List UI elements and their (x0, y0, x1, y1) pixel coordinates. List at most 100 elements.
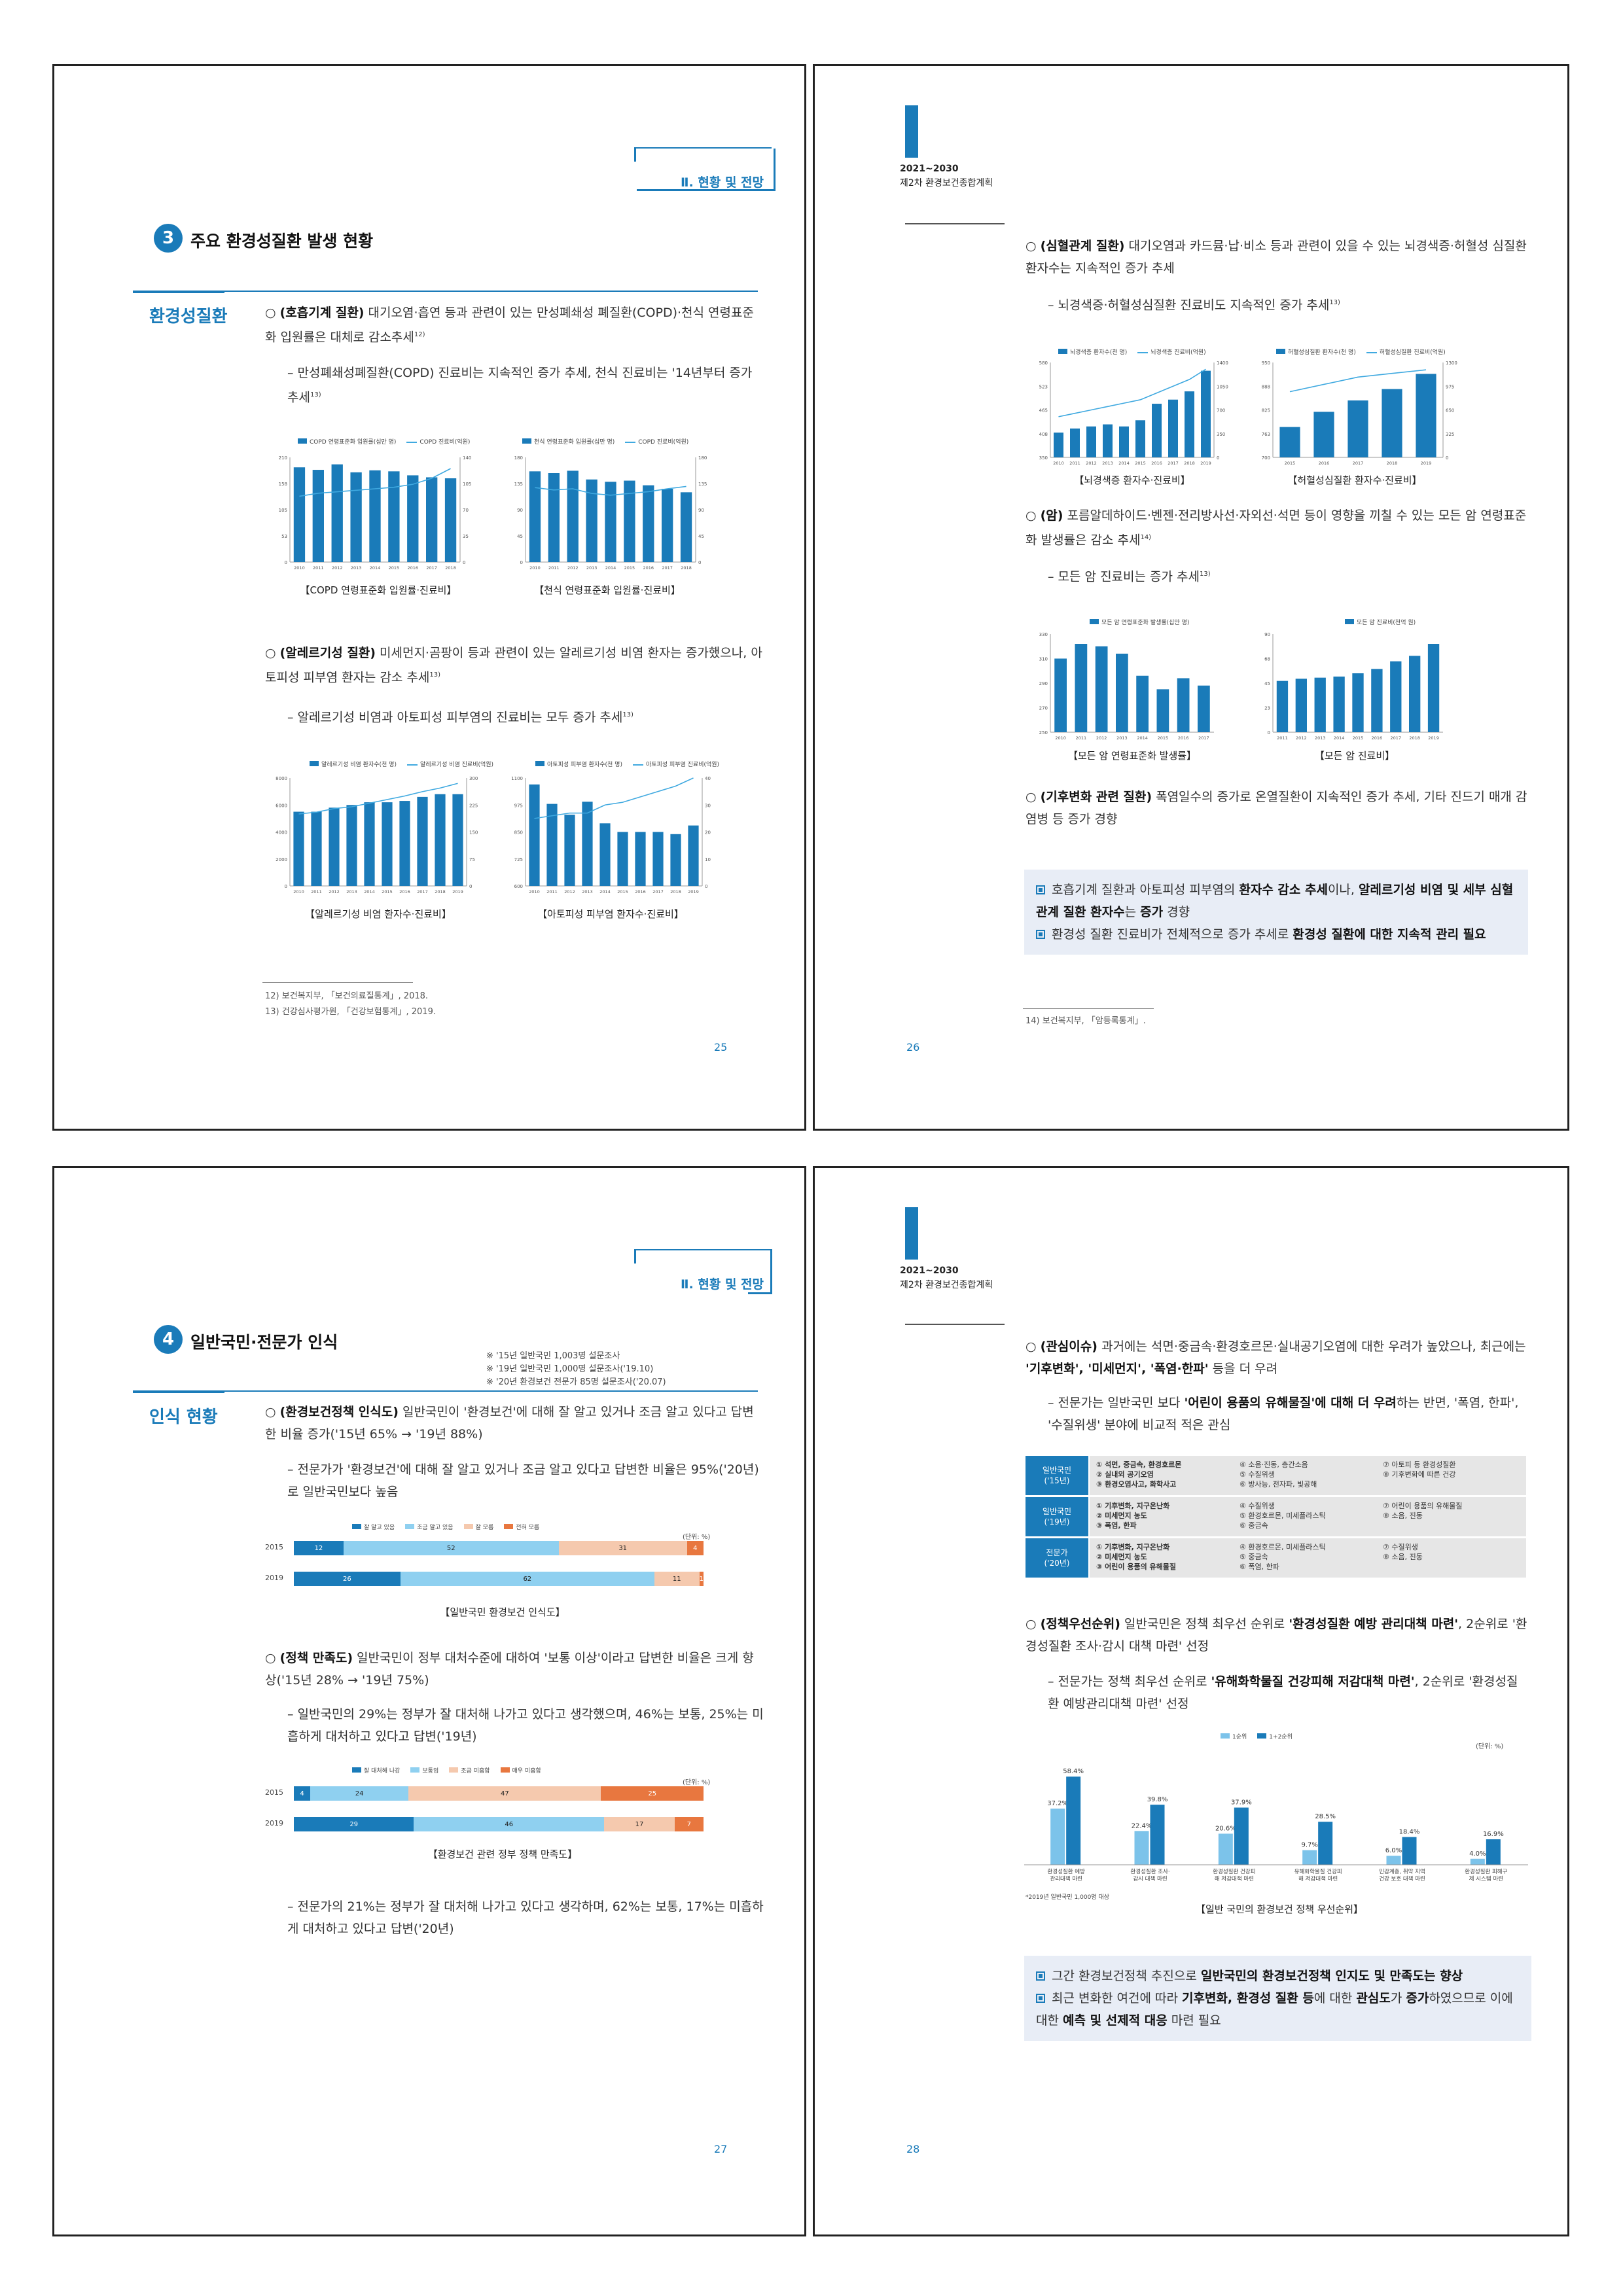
x-tick-label: 2015 (1285, 461, 1296, 466)
satisfaction-year-2015: 2015 (265, 1788, 283, 1797)
bar (388, 471, 400, 562)
bar (331, 464, 343, 562)
y-tick-label: 763 (1262, 432, 1270, 437)
bar (1390, 661, 1402, 732)
x-tick-label: 2019 (1200, 461, 1211, 466)
y-tick-label: 600 (514, 884, 523, 889)
legend-item: 보통임 (410, 1766, 438, 1775)
bar (662, 489, 673, 562)
footnote-13: 13) 건강심사평가원, 「건강보험통계」, 2019. (265, 1007, 436, 1017)
bar-combined (1318, 1822, 1333, 1865)
x-tick-label: 2014 (1334, 735, 1345, 741)
bar (1116, 654, 1128, 732)
section-header: Ⅱ. 현황 및 전망 (681, 175, 764, 190)
paragraph-satisfaction: ○ (정책 만족도) 일반국민이 정부 대처수준에 대하여 '보통 이상'이라고… (265, 1651, 754, 1687)
y2-tick-label: 45 (698, 534, 704, 539)
x-tick-label: 2017 (662, 565, 673, 571)
x-tick-label: 환경성질환 예방 (1047, 1868, 1085, 1875)
y2-tick-label: 30 (705, 803, 711, 808)
x-tick-label: 2015 (624, 565, 635, 571)
x-tick-label: 2011 (548, 565, 560, 571)
y-tick-label: 135 (514, 482, 523, 487)
x-tick-label: 2014 (1118, 461, 1130, 466)
heading-rule (133, 1390, 758, 1392)
bar (1382, 389, 1402, 457)
paragraph-awareness: ○ (환경보건정책 인식도) 일반국민이 '환경보건'에 대해 잘 알고 있거나… (265, 1405, 754, 1441)
issue-row-expert-20: 전문가 ('20년) ① 기후변화, 지구온난화 ② 미세먼지 농도 ③ 어린이… (1026, 1538, 1526, 1578)
x-tick-label: 2016 (1151, 461, 1162, 466)
page-number: 25 (714, 1041, 728, 1053)
bar (1095, 646, 1108, 732)
bar (548, 473, 560, 562)
priority-legend: 1순위 1+2순위 (1221, 1732, 1293, 1740)
issue-row-body: ① 석면, 중금속, 환경호르몬 ② 실내외 공기오염 ③ 환경오염사고, 화학… (1090, 1456, 1526, 1495)
x-tick-label: 2017 (1353, 461, 1364, 466)
data-label: 6.0% (1385, 1847, 1402, 1854)
issue-row-label: 일반국민 ('19년) (1026, 1497, 1088, 1536)
chart3-caption: 【알레르기성 비염 환자수·진료비】 (305, 908, 452, 920)
x-tick-label: 2015 (1158, 735, 1169, 741)
stack-segment: 1 (700, 1572, 704, 1586)
y2-tick-label: 0 (1217, 455, 1219, 461)
y2-tick-label: 325 (1446, 432, 1454, 437)
bar (617, 832, 628, 886)
stack-segment: 26 (294, 1572, 401, 1586)
legend-item: 조금 미흡함 (449, 1766, 490, 1775)
x-tick-label: 2017 (1168, 461, 1179, 466)
x-tick-label: 환경성질환 피해구 (1465, 1868, 1507, 1875)
bar (1201, 370, 1211, 457)
data-label: 20.6% (1215, 1825, 1236, 1832)
chart-rhinitis: 0 2000 4000 6000 8000 2010 2011 2012 2013 2014 201… (276, 776, 478, 894)
paragraph-priority: ○ (정책우선순위) 일반국민은 정책 최우선 순위로 '환경성질환 예방 관리… (1026, 1617, 1527, 1653)
y-tick-label: 888 (1262, 384, 1270, 389)
y2-tick-label: 225 (469, 803, 478, 808)
bar (582, 802, 593, 886)
bar (680, 492, 692, 562)
bar-first (1302, 1850, 1317, 1865)
x-tick-label: 2018 (1184, 461, 1195, 466)
y-tick-label: 1100 (511, 776, 523, 781)
bar (529, 471, 541, 562)
bar (435, 794, 446, 886)
y-tick-label: 210 (279, 455, 287, 461)
data-label: 18.4% (1399, 1829, 1420, 1836)
x-tick-label: 2013 (1116, 735, 1128, 741)
issue-row-body: ① 기후변화, 지구온난화 ② 미세먼지 농도 ③ 어린이 용품의 유해물질 ④ … (1090, 1538, 1526, 1578)
bar (1313, 412, 1334, 457)
chart4-legend: 아토피성 피부염 환자수(천 명) 아토피성 피부염 진료비(억원) (535, 760, 719, 768)
section-bracket (637, 149, 776, 191)
awareness-caption: 【일반국민 환경보건 인식도】 (440, 1606, 565, 1618)
stack-segment: 52 (343, 1541, 559, 1555)
y2-tick-label: 75 (469, 857, 475, 862)
bar (364, 802, 375, 886)
paragraph-climate: ○ (기후변화 관련 질환) 폭염일수의 증가로 온열질환이 지속적인 증가 추… (1026, 790, 1527, 826)
y2-tick-label: 135 (698, 482, 707, 487)
x-tick-label: 관리대책 마련 (1050, 1875, 1082, 1882)
satisfaction-legend: 잘 대처해 나감 보통임 조금 미흡함 매우 미흡함 (352, 1766, 541, 1775)
series-line (1289, 369, 1427, 393)
paragraph-expert-satisfaction: – 전문가의 21%는 정부가 잘 대처해 나가고 있다고 생각하며, 62%는… (287, 1899, 764, 1936)
data-label: 58.4% (1063, 1768, 1084, 1775)
bar (1119, 426, 1129, 457)
side-label: 인식 현황 (149, 1407, 218, 1427)
stack-segment: 47 (408, 1786, 601, 1801)
page-27: Ⅱ. 현황 및 전망 4 일반국민·전문가 인식 ※ '15년 일반국민 1,0… (52, 1166, 806, 2236)
chart5-legend: 뇌경색증 환자수(천 명) 뇌경색증 진료비(억원) (1058, 347, 1206, 356)
heading-rule (133, 291, 758, 292)
data-label: 16.9% (1483, 1831, 1504, 1838)
satisfaction-caption: 【환경보건 관련 정부 정책 만족도】 (427, 1848, 578, 1860)
y2-tick-label: 0 (705, 884, 707, 889)
y-tick-label: 950 (1262, 361, 1270, 366)
series-line (299, 468, 451, 497)
x-tick-label: 해 저감대책 마련 (1215, 1875, 1254, 1882)
priority-unit: (단위: %) (1476, 1743, 1504, 1750)
bar (1152, 404, 1162, 457)
bar (293, 467, 306, 562)
bar (1427, 644, 1440, 732)
x-tick-label: 2010 (1055, 735, 1066, 741)
bar (1409, 656, 1421, 732)
y2-tick-label: 140 (463, 455, 471, 461)
bar (1054, 433, 1063, 457)
x-tick-label: 2015 (1353, 735, 1364, 741)
